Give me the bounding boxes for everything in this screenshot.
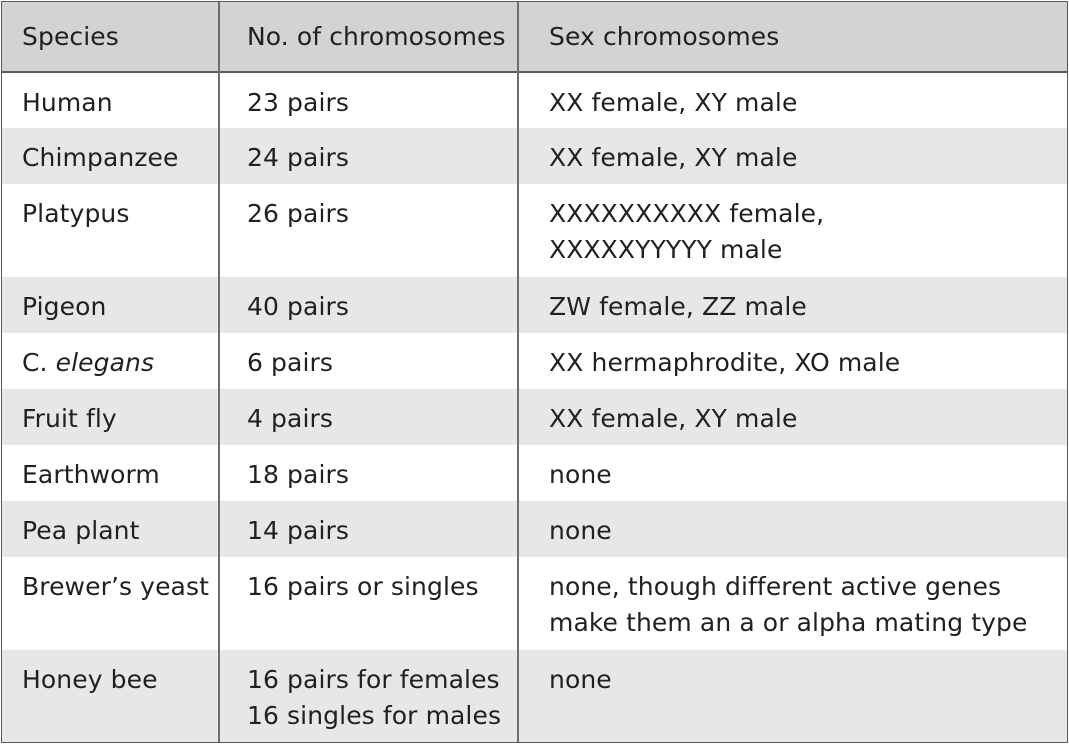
table-row: Pea plant 14 pairs none [2, 501, 1067, 558]
table-row: Honey bee 16 pairs for females 16 single… [2, 649, 1067, 742]
header-chromosome-count: No. of chromosomes [219, 2, 519, 72]
table-header: Species No. of chromosomes Sex chromosom… [2, 2, 1067, 72]
table-body: Human 23 pairs XX female, XY male Chimpa… [2, 72, 1067, 742]
species-name: Chimpanzee [22, 143, 179, 173]
species-name: Honey bee [22, 664, 158, 694]
species-name: Platypus [22, 199, 130, 229]
sex-chromosomes: none [549, 460, 612, 490]
sex-chromosomes-line: make them an a or alpha mating type [549, 608, 1028, 638]
chromosome-count-line: 16 singles for males [247, 700, 502, 730]
species-name: Pigeon [22, 291, 107, 321]
chromosome-count-cell: 23 pairs [219, 72, 519, 129]
table-row: Chimpanzee 24 pairs XX female, XY male [2, 128, 1067, 185]
sex-chromosomes-cell: none, though different active genes make… [518, 557, 1067, 649]
species-cell: Brewer’s yeast [2, 557, 220, 650]
chromosome-count-cell: 6 pairs [219, 332, 519, 389]
species-name: Pea plant [22, 516, 140, 546]
header-sex-chromosomes: Sex chromosomes [549, 21, 780, 51]
chromosome-count-cell: 40 pairs [219, 276, 519, 333]
chromosome-count-cell: 18 pairs [219, 445, 519, 502]
sex-chromosomes-cell: XX hermaphrodite, XO male [518, 333, 1067, 389]
chromosome-count-cell: 16 pairs or singles [219, 557, 519, 650]
species-cell: Earthworm [2, 445, 220, 502]
species-cell: Pea plant [2, 501, 220, 558]
species-name: Fruit fly [22, 403, 117, 433]
sex-chromosomes-cell: ZW female, ZZ male [518, 277, 1067, 333]
sex-chromosomes: XX female, XY male [549, 403, 798, 433]
chromosome-count: 24 pairs [247, 143, 349, 173]
chromosome-count: 40 pairs [247, 291, 349, 321]
chromosome-count-cell: 14 pairs [219, 501, 519, 558]
sex-chromosomes: ZW female, ZZ male [549, 291, 807, 321]
species-name-italic: elegans [55, 347, 155, 377]
chromosome-count: 16 pairs or singles [247, 572, 479, 602]
sex-chromosomes-line: none, though different active genes [549, 572, 1002, 602]
species-cell: Pigeon [2, 276, 220, 333]
sex-chromosomes-cell: XX female, XY male [518, 72, 1067, 128]
sex-chromosomes-cell: XX female, XY male [518, 128, 1067, 184]
sex-chromosomes: none [549, 664, 612, 694]
species-cell: Fruit fly [2, 388, 220, 446]
chromosome-count-cell: 16 pairs for females 16 singles for male… [219, 649, 519, 742]
chromosome-count: 4 pairs [247, 403, 333, 433]
header-species: Species [2, 2, 220, 72]
sex-chromosomes-cell: none [518, 501, 1067, 557]
species-cell: Honey bee [2, 649, 220, 742]
species-name: Earthworm [22, 460, 160, 490]
chromosome-count: 26 pairs [247, 199, 349, 229]
chromosome-count: 14 pairs [247, 516, 349, 546]
table-row: Brewer’s yeast 16 pairs or singles none,… [2, 557, 1067, 650]
table-row: Fruit fly 4 pairs XX female, XY male [2, 388, 1067, 446]
species-cell: Platypus [2, 184, 220, 277]
table-row: Human 23 pairs XX female, XY male [2, 72, 1067, 129]
table-row: Platypus 26 pairs XXXXXXXXXX female, XXX… [2, 184, 1067, 277]
species-name: Brewer’s yeast [22, 572, 210, 602]
sex-chromosomes-cell: none [518, 650, 1067, 742]
sex-chromosomes: none [549, 516, 612, 546]
chromosome-count-cell: 24 pairs [219, 128, 519, 185]
chromosome-count: 23 pairs [247, 88, 349, 117]
table-row: Pigeon 40 pairs ZW female, ZZ male [2, 276, 1067, 333]
sex-chromosomes-cell: XXXXXXXXXX female, XXXXXYYYYY male [518, 184, 1067, 276]
species-name-prefix: C. [22, 347, 56, 377]
sex-chromosomes: XX hermaphrodite, XO male [549, 347, 901, 377]
chromosome-count-cell: 26 pairs [219, 184, 519, 277]
sex-chromosomes-line: XXXXXYYYYY male [549, 235, 783, 265]
sex-chromosomes-line: XXXXXXXXXX female, [549, 199, 825, 229]
chromosome-count-cell: 4 pairs [219, 388, 519, 446]
sex-chromosomes: XX female, XY male [549, 88, 798, 117]
species-cell: Human [2, 72, 220, 129]
table-row: C. elegans 6 pairs XX hermaphrodite, XO … [2, 332, 1067, 389]
species-cell: C. elegans [2, 332, 220, 389]
header-row: Species No. of chromosomes Sex chromosom… [2, 2, 1067, 72]
table-row: Earthworm 18 pairs none [2, 445, 1067, 502]
sex-chromosomes-cell: XX female, XY male [518, 389, 1067, 445]
species-name: Human [22, 88, 113, 117]
chromosome-count: 6 pairs [247, 347, 333, 377]
sex-chromosomes: XX female, XY male [549, 143, 798, 173]
chromosome-count-line: 16 pairs for females [247, 664, 500, 694]
chromosome-count: 18 pairs [247, 460, 349, 490]
sex-chromosomes-cell: none [518, 445, 1067, 501]
species-cell: Chimpanzee [2, 128, 220, 185]
